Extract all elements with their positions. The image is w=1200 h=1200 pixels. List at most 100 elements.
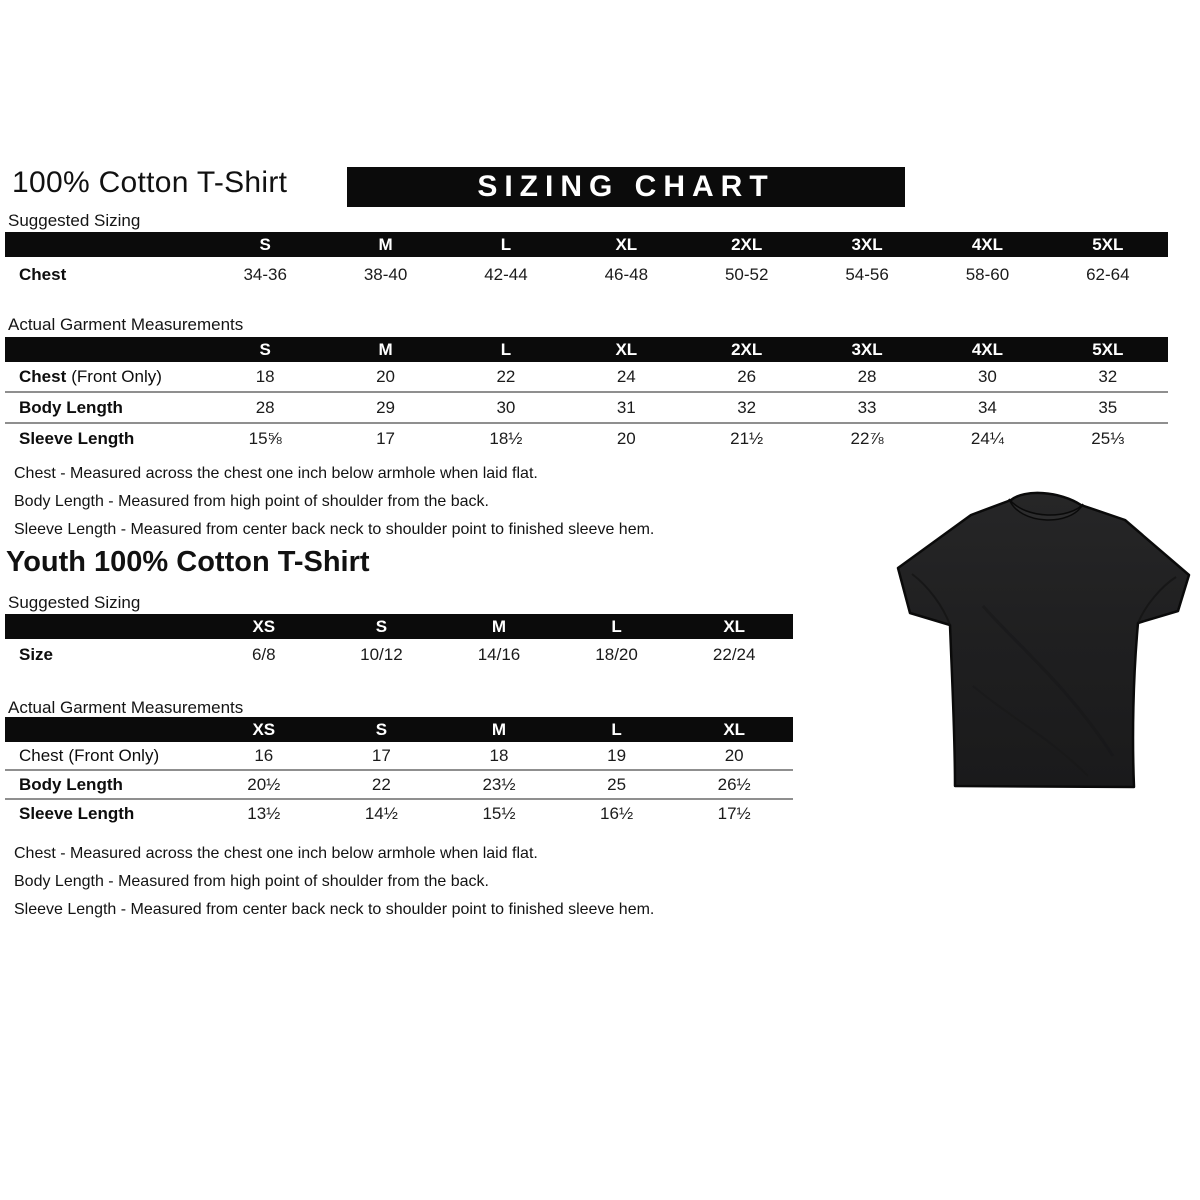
row-label-size: Size <box>19 644 54 664</box>
sleeve-length-cell: 14½ <box>322 798 441 827</box>
youth-suggested-sizing-table: XS S M L XL Size 6/8 10/12 14/16 18/20 2… <box>5 614 793 670</box>
chest-range-cell: 34-36 <box>243 264 287 284</box>
size-col-header: L <box>557 717 676 742</box>
body-length-cell: 31 <box>566 391 687 423</box>
size-col-header: 4XL <box>927 337 1048 362</box>
size-col-header: XS <box>205 717 323 742</box>
chest-label-suffix: (Front Only) <box>68 745 160 765</box>
sleeve-length-cell: 16½ <box>557 798 676 827</box>
sizing-chart-banner-text: SIZING CHART <box>477 170 775 203</box>
sleeve-length-cell: 24¼ <box>927 422 1048 453</box>
tshirt-icon <box>896 491 1191 789</box>
size-col-header: M <box>440 614 558 639</box>
chest-range-cell: 46-48 <box>604 264 649 284</box>
size-col-header: XL <box>566 337 687 362</box>
row-label-body-length: Body Length <box>5 391 205 423</box>
sleeve-length-cell: 13½ <box>205 798 323 827</box>
sleeve-length-cell: 17 <box>325 422 446 453</box>
adult-suggested-sizing-table: S M L XL 2XL 3XL 4XL 5XL Chest 34-36 38-… <box>5 232 1168 292</box>
note-body-length: Body Length - Measured from high point o… <box>14 873 489 890</box>
body-length-cell: 26½ <box>675 769 793 799</box>
row-label-chest-front-only: Chest (Front Only) <box>5 362 205 392</box>
chest-cell: 20 <box>724 745 744 765</box>
size-col-header: XL <box>675 717 793 742</box>
chest-cell: 22 <box>496 366 516 386</box>
size-cell: 22/24 <box>712 644 756 664</box>
size-col-header: 4XL <box>927 232 1048 257</box>
sleeve-length-cell: 18½ <box>445 422 567 453</box>
size-cell: 6/8 <box>251 644 276 664</box>
size-col-header: M <box>440 717 558 742</box>
body-length-cell: 25 <box>557 769 676 799</box>
corner-cell <box>5 232 205 257</box>
corner-cell <box>5 717 205 742</box>
adult-measurement-notes: Chest - Measured across the chest one in… <box>14 460 654 544</box>
chest-cell: 32 <box>1098 366 1118 386</box>
body-length-cell: 33 <box>806 391 928 423</box>
corner-cell <box>5 614 205 639</box>
row-label-sleeve-length: Sleeve Length <box>5 422 205 453</box>
body-length-cell: 30 <box>445 391 567 423</box>
sleeve-length-cell: 15⅝ <box>205 422 326 453</box>
size-col-header: 3XL <box>806 232 928 257</box>
corner-cell <box>5 337 205 362</box>
chest-label: Chest <box>19 366 67 386</box>
size-cell: 10/12 <box>360 644 403 664</box>
size-col-header: S <box>322 614 441 639</box>
chest-cell: 17 <box>371 745 391 765</box>
adult-suggested-header-row: S M L XL 2XL 3XL 4XL 5XL <box>5 232 1168 257</box>
size-col-header: L <box>445 337 567 362</box>
black-tshirt-photo <box>888 486 1198 804</box>
body-length-cell: 22 <box>322 769 441 799</box>
adult-actual-measurements-label: Actual Garment Measurements <box>8 315 244 334</box>
size-cell: 18/20 <box>595 644 638 664</box>
youth-section-title: Youth 100% Cotton T-Shirt <box>6 546 370 578</box>
size-col-header: XS <box>205 614 323 639</box>
youth-actual-measurements-table: XS S M L XL Chest (Front Only) 16 17 18 1… <box>5 717 793 827</box>
adult-actual-header-row: S M L XL 2XL 3XL 4XL 5XL <box>5 337 1168 362</box>
chest-range-cell: 50-52 <box>724 264 769 284</box>
body-length-cell: 28 <box>205 391 326 423</box>
note-sleeve-length: Sleeve Length - Measured from center bac… <box>14 521 655 538</box>
body-length-cell: 34 <box>927 391 1048 423</box>
chest-label: Chest <box>19 745 64 765</box>
body-length-cell: 23½ <box>440 769 558 799</box>
page-title: 100% Cotton T-Shirt <box>12 166 288 199</box>
note-body-length: Body Length - Measured from high point o… <box>14 493 489 510</box>
youth-suggested-header-row: XS S M L XL <box>5 614 793 639</box>
chest-range-cell: 42-44 <box>484 264 528 284</box>
chest-range-cell: 54-56 <box>845 264 889 284</box>
row-label-body-length: Body Length <box>5 769 205 799</box>
size-col-header: L <box>557 614 676 639</box>
size-col-header: 2XL <box>686 337 807 362</box>
size-col-header: L <box>445 232 567 257</box>
note-chest: Chest - Measured across the chest one in… <box>14 465 538 482</box>
sleeve-length-cell: 25⅓ <box>1047 422 1168 453</box>
size-col-header: M <box>325 337 446 362</box>
size-cell: 14/16 <box>477 644 521 664</box>
sleeve-length-cell: 21½ <box>686 422 807 453</box>
body-length-cell: 35 <box>1047 391 1168 423</box>
note-chest: Chest - Measured across the chest one in… <box>14 845 538 862</box>
chest-range-cell: 62-64 <box>1086 264 1130 284</box>
size-col-header: XL <box>675 614 793 639</box>
adult-suggested-sizing-label: Suggested Sizing <box>8 211 141 230</box>
body-length-cell: 29 <box>325 391 446 423</box>
chest-range-cell: 58-60 <box>965 264 1010 284</box>
size-col-header: S <box>205 337 326 362</box>
youth-sleeve-length-row: Sleeve Length 13½ 14½ 15½ 16½ 17½ <box>5 798 793 827</box>
adult-sleeve-length-row: Sleeve Length 15⅝ 17 18½ 20 21½ 22⅞ 24¼ … <box>5 422 1168 453</box>
size-col-header: XL <box>566 232 687 257</box>
adult-chest-row: Chest (Front Only) 18 20 22 24 26 28 30 3… <box>5 362 1168 392</box>
chest-cell: 26 <box>737 366 757 386</box>
body-length-cell: 32 <box>686 391 807 423</box>
body-length-cell: 20½ <box>205 769 323 799</box>
chest-cell: 16 <box>254 745 274 765</box>
size-col-header: 2XL <box>686 232 807 257</box>
size-col-header: 3XL <box>806 337 928 362</box>
youth-measurement-notes: Chest - Measured across the chest one in… <box>14 840 654 924</box>
chest-cell: 30 <box>977 366 997 386</box>
chest-cell: 18 <box>255 366 275 386</box>
youth-actual-measurements-label: Actual Garment Measurements <box>8 698 244 717</box>
adult-actual-measurements-table: S M L XL 2XL 3XL 4XL 5XL Chest (Front Onl… <box>5 337 1168 453</box>
